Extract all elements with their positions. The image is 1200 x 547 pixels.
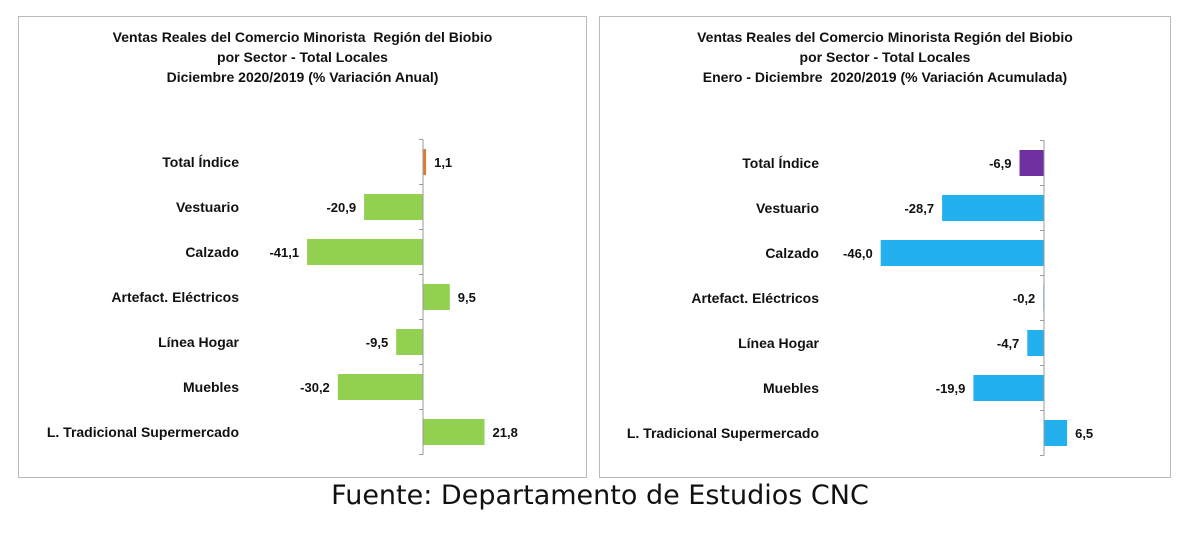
bar-2 (880, 240, 1044, 266)
chart-title-line-1: Ventas Reales del Comercio Minorista Reg… (697, 29, 1073, 45)
data-label-2: -46,0 (843, 246, 873, 261)
category-label-1: Vestuario (176, 199, 239, 215)
bar-chart-annual: Total Índice 1,1 Vestuario -20,9 Calzado -41,… (47, 139, 518, 455)
bar-5 (973, 375, 1044, 401)
category-label-3: Artefact. Eléctricos (111, 289, 239, 305)
bar-1 (942, 195, 1044, 221)
category-label-4: Línea Hogar (158, 334, 239, 350)
category-label-5: Muebles (183, 379, 239, 395)
chart-title-line-2: por Sector - Total Locales (799, 49, 971, 65)
data-label-6: 21,8 (493, 425, 518, 440)
chart-title-line-3: Diciembre 2020/2019 (% Variación Anual) (166, 69, 439, 85)
data-label-6: 6,5 (1075, 426, 1093, 441)
bar-4 (396, 329, 423, 355)
category-label-2: Calzado (185, 244, 239, 260)
chart-title-line-3: Enero - Diciembre 2020/2019 (% Variación… (702, 69, 1068, 85)
category-label-2: Calzado (765, 245, 819, 261)
chart-title-line-1: Ventas Reales del Comercio Minorista Reg… (112, 29, 493, 45)
category-label-6: L. Tradicional Supermercado (47, 424, 239, 440)
chart-title-line-2: por Sector - Total Locales (217, 49, 388, 65)
data-label-1: -20,9 (326, 200, 356, 215)
data-label-0: 1,1 (434, 155, 452, 170)
category-label-0: Total Índice (162, 154, 239, 170)
category-label-1: Vestuario (756, 200, 819, 216)
bar-4 (1027, 330, 1044, 356)
category-label-5: Muebles (763, 380, 819, 396)
bar-6 (1044, 420, 1068, 446)
data-label-5: -30,2 (300, 380, 330, 395)
chart-title: Ventas Reales del Comercio Minorista Reg… (19, 27, 586, 87)
data-label-2: -41,1 (269, 245, 299, 260)
category-label-3: Artefact. Eléctricos (691, 290, 819, 306)
data-label-0: -6,9 (989, 156, 1011, 171)
category-label-0: Total Índice (742, 155, 819, 171)
bar-1 (364, 194, 423, 220)
data-label-3: -0,2 (1013, 291, 1035, 306)
data-label-5: -19,9 (936, 381, 966, 396)
bar-2 (307, 239, 423, 265)
chart-title: Ventas Reales del Comercio Minorista Reg… (600, 27, 1170, 87)
category-label-6: L. Tradicional Supermercado (627, 425, 819, 441)
bar-0 (423, 149, 427, 175)
bar-6 (423, 419, 485, 445)
data-label-4: -4,7 (997, 336, 1019, 351)
category-label-4: Línea Hogar (738, 335, 819, 351)
source-footer: Fuente: Departamento de Estudios CNC (331, 480, 869, 511)
data-label-1: -28,7 (904, 201, 934, 216)
bar-3 (423, 284, 450, 310)
chart-panel-cumulative: Ventas Reales del Comercio Minorista Reg… (599, 16, 1171, 478)
data-label-4: -9,5 (366, 335, 388, 350)
bar-chart-cumulative: Total Índice -6,9 Vestuario -28,7 Calzado -46… (627, 140, 1093, 456)
bar-5 (337, 374, 423, 400)
chart-panel-annual: Ventas Reales del Comercio Minorista Reg… (18, 16, 587, 478)
bar-0 (1019, 150, 1044, 176)
data-label-3: 9,5 (458, 290, 476, 305)
